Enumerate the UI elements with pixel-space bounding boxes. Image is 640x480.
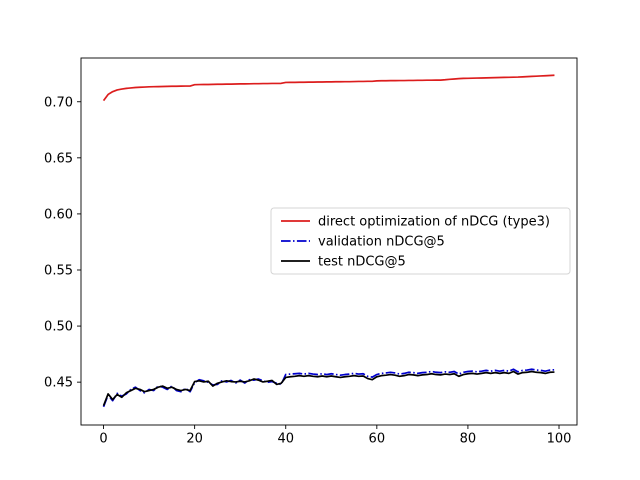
x-tick-label: 40 [277,432,294,447]
legend-label-1: validation nDCG@5 [318,235,445,250]
x-tick-label: 80 [460,432,477,447]
x-tick-label: 20 [186,432,203,447]
y-tick-label: 0.55 [44,264,73,279]
legend-label-0: direct optimization of nDCG (type3) [318,215,550,230]
x-tick-label: 0 [99,432,107,447]
y-tick-label: 0.45 [44,376,73,391]
y-tick-label: 0.70 [44,95,73,110]
series-line-2 [102,370,555,407]
x-tick-label: 60 [369,432,386,447]
y-tick-label: 0.60 [44,207,73,222]
y-tick-label: 0.65 [44,151,73,166]
series-line-1 [102,368,555,408]
series-line-0 [102,74,555,102]
y-tick-label: 0.50 [44,320,73,335]
legend-label-2: test nDCG@5 [318,255,406,270]
legend-box [270,207,571,275]
axes-frame [80,57,578,426]
x-tick-label: 100 [547,432,572,447]
